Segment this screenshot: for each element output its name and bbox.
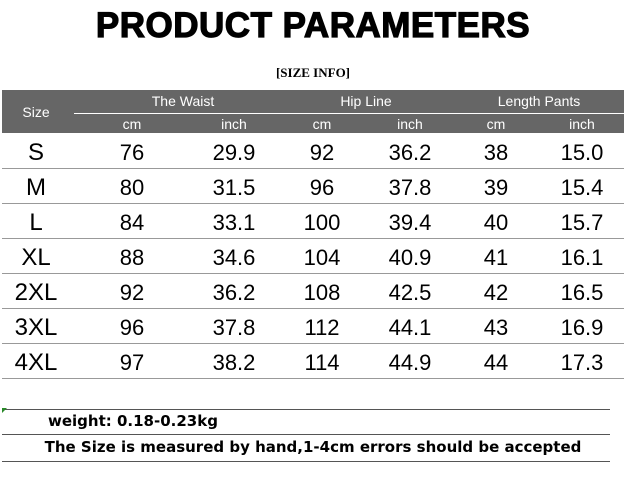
- row-line: [2, 168, 624, 169]
- row-line: [2, 308, 624, 309]
- value-cell: 38.2: [212, 349, 256, 375]
- size-cell: S: [27, 138, 45, 166]
- value-cell: 44: [483, 349, 509, 375]
- weight-note: weight: 0.18-0.23kg: [48, 412, 218, 430]
- value-cell: 40: [483, 209, 509, 235]
- size-cell: M: [26, 173, 46, 201]
- row-line: [2, 238, 624, 239]
- value-cell: 36.2: [388, 139, 432, 165]
- divider: [2, 409, 610, 410]
- value-cell: 37.8: [212, 314, 256, 340]
- value-cell: 15.7: [560, 209, 604, 235]
- unit-header: cm: [122, 116, 142, 132]
- value-cell: 39.4: [388, 209, 432, 235]
- row-line: [2, 378, 624, 379]
- value-cell: 88: [119, 244, 145, 270]
- value-cell: 100: [303, 209, 341, 235]
- row-line: [2, 343, 624, 344]
- value-cell: 36.2: [212, 279, 256, 305]
- value-cell: 16.1: [560, 244, 604, 270]
- value-cell: 15.4: [560, 174, 604, 200]
- value-cell: 92: [309, 139, 335, 165]
- value-cell: 97: [119, 349, 145, 375]
- value-cell: 38: [483, 139, 509, 165]
- value-cell: 42.5: [388, 279, 432, 305]
- divider: [2, 434, 610, 435]
- group-header: Hip Line: [340, 93, 392, 109]
- size-header: Size: [22, 104, 50, 120]
- value-cell: 108: [303, 279, 341, 305]
- size-cell: 3XL: [14, 313, 58, 341]
- value-cell: 15.0: [560, 139, 604, 165]
- corner-mark: [2, 408, 7, 413]
- value-cell: 84: [119, 209, 145, 235]
- value-cell: 114: [304, 349, 340, 375]
- row-line: [2, 203, 624, 204]
- unit-header: inch: [221, 116, 247, 132]
- value-cell: 37.8: [388, 174, 432, 200]
- unit-header: inch: [569, 116, 595, 132]
- title: PRODUCT PARAMETERS: [95, 5, 531, 45]
- unit-header: cm: [312, 116, 332, 132]
- subtitle: [SIZE INFO]: [275, 65, 351, 80]
- value-cell: 39: [483, 174, 509, 200]
- value-cell: 96: [119, 314, 145, 340]
- value-cell: 44.9: [388, 349, 432, 375]
- value-cell: 40.9: [388, 244, 432, 270]
- value-cell: 44.1: [388, 314, 432, 340]
- divider: [2, 461, 610, 462]
- group-header: Length Pants: [497, 93, 581, 109]
- value-cell: 104: [303, 244, 341, 270]
- size-cell: 2XL: [14, 278, 58, 306]
- value-cell: 92: [119, 279, 145, 305]
- size-cell: L: [29, 208, 43, 236]
- value-cell: 41: [483, 244, 509, 270]
- value-cell: 16.5: [560, 279, 604, 305]
- value-cell: 31.5: [212, 174, 256, 200]
- value-cell: 34.6: [212, 244, 256, 270]
- value-cell: 80: [119, 174, 145, 200]
- value-cell: 17.3: [560, 349, 604, 375]
- unit-header: inch: [397, 116, 423, 132]
- size-cell: XL: [21, 243, 51, 271]
- value-cell: 42: [483, 279, 509, 305]
- table-header: [2, 90, 624, 133]
- value-cell: 43: [483, 314, 509, 340]
- size-cell: 4XL: [14, 348, 58, 376]
- header-divider: [74, 113, 624, 114]
- value-cell: 112: [304, 314, 340, 340]
- value-cell: 76: [119, 139, 145, 165]
- value-cell: 33.1: [212, 209, 256, 235]
- value-cell: 96: [309, 174, 335, 200]
- row-line: [2, 273, 624, 274]
- unit-header: cm: [486, 116, 506, 132]
- measure-note: The Size is measured by hand,1-4cm error…: [44, 438, 582, 456]
- value-cell: 29.9: [212, 139, 256, 165]
- value-cell: 16.9: [560, 314, 604, 340]
- group-header: The Waist: [151, 93, 215, 109]
